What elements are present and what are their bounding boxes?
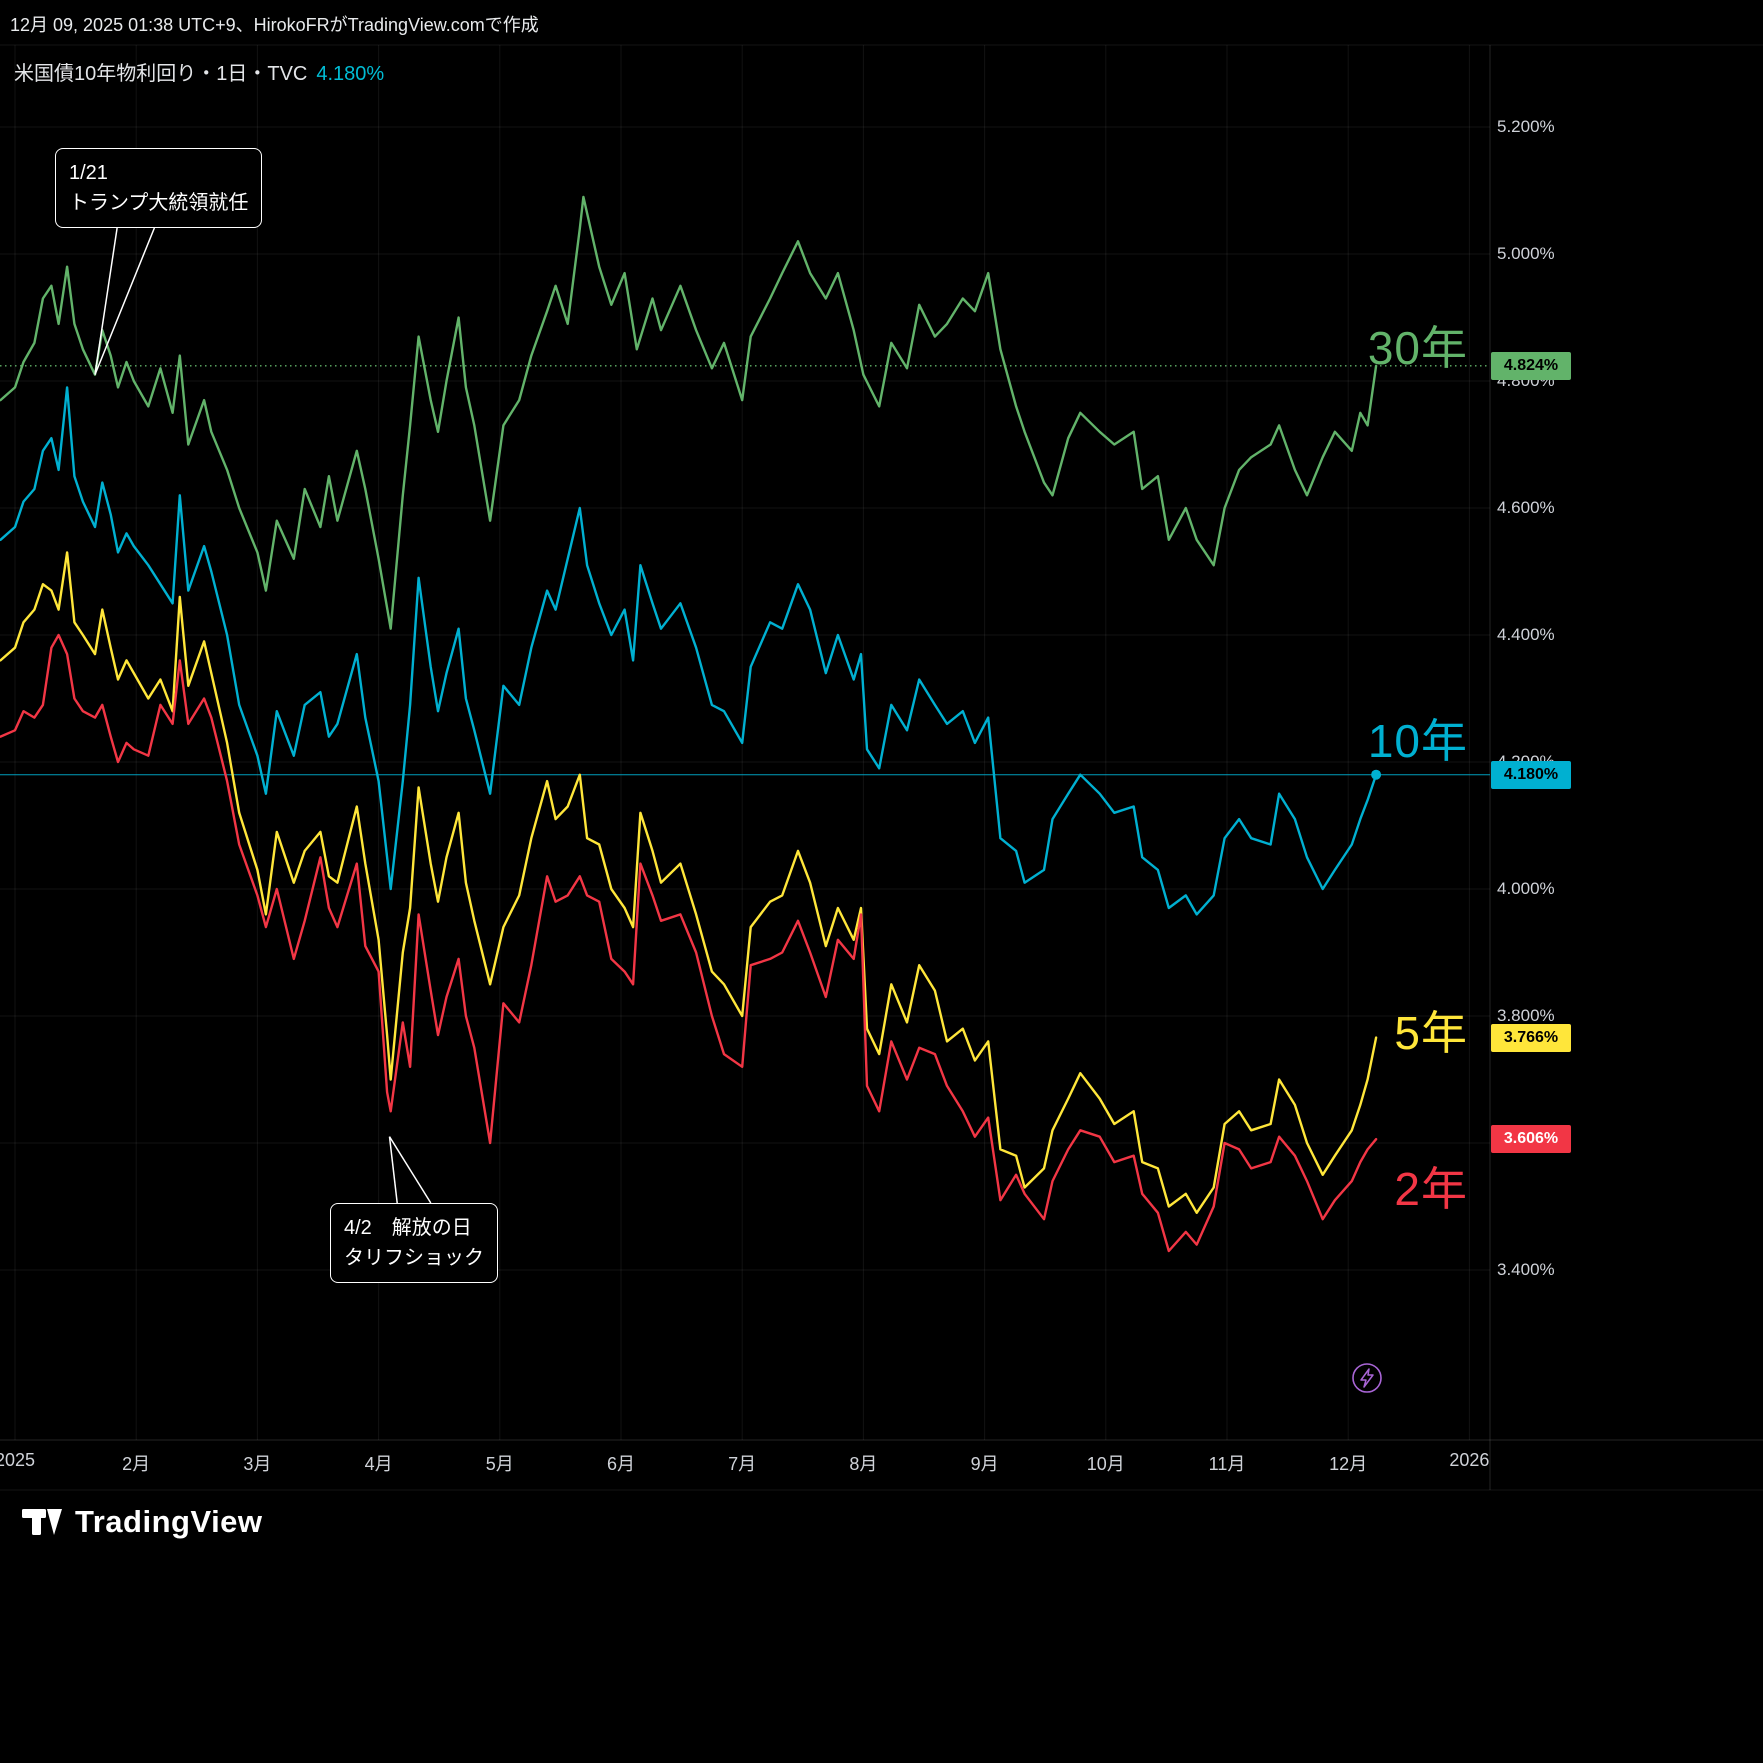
series-line-10年[interactable] xyxy=(0,386,1378,916)
annotation-pointer xyxy=(388,1136,432,1204)
annotation-pointer xyxy=(388,1136,398,1204)
symbol-legend[interactable]: 米国債10年物利回り・1日・TVC 4.180% xyxy=(14,57,384,86)
annotation-line-2: トランプ大統領就任 xyxy=(69,192,249,214)
annotation-pointer xyxy=(94,227,156,375)
symbol-title: 米国債10年物利回り・1日・TVC xyxy=(14,63,308,85)
annotation-line-2: タリフショック xyxy=(344,1247,484,1269)
flash-button[interactable] xyxy=(1348,1359,1386,1397)
lightning-bolt-icon xyxy=(1352,1363,1382,1393)
annotation-trump-inauguration[interactable]: 1/21 トランプ大統領就任 xyxy=(55,148,263,228)
tradingview-logo-mark xyxy=(22,1509,62,1535)
symbol-last-value: 4.180% xyxy=(316,63,385,85)
series-line-2年[interactable] xyxy=(0,633,1378,1253)
annotation-line-1: 1/21 xyxy=(69,162,108,184)
annotation-line-1: 4/2 解放の日 xyxy=(344,1217,472,1239)
last-point-marker xyxy=(1371,769,1382,780)
annotation-tariff-shock[interactable]: 4/2 解放の日 タリフショック xyxy=(330,1203,498,1283)
tradingview-logo[interactable]: TradingView xyxy=(20,1500,263,1544)
attribution-text: 12月 09, 2025 01:38 UTC+9、HirokoFRがTradin… xyxy=(10,15,539,35)
series-line-5年[interactable] xyxy=(0,551,1378,1215)
tradingview-logo-text: TradingView xyxy=(75,1504,263,1539)
series-line-30年[interactable] xyxy=(0,195,1378,630)
attribution-bar: 12月 09, 2025 01:38 UTC+9、HirokoFRがTradin… xyxy=(0,0,1763,45)
annotation-pointer xyxy=(94,227,118,375)
